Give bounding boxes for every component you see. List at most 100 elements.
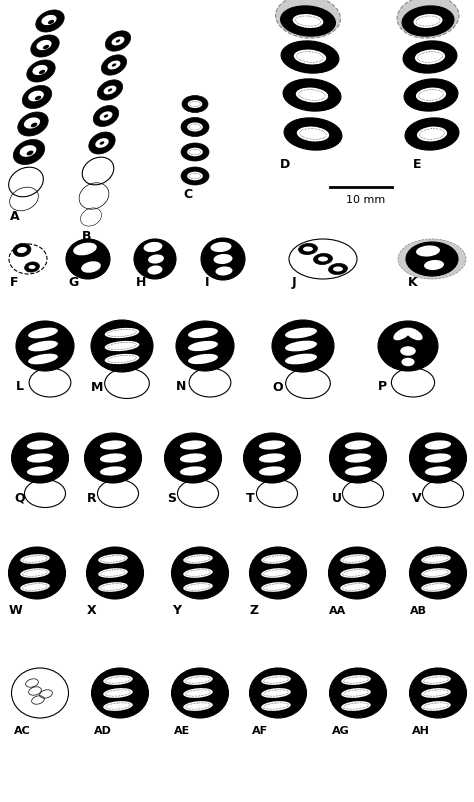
Ellipse shape <box>261 554 291 564</box>
Ellipse shape <box>216 267 232 276</box>
Ellipse shape <box>333 267 343 272</box>
Ellipse shape <box>328 547 385 599</box>
Ellipse shape <box>341 675 371 685</box>
Ellipse shape <box>289 240 357 280</box>
Ellipse shape <box>187 172 203 181</box>
Ellipse shape <box>180 467 206 476</box>
Ellipse shape <box>13 140 45 165</box>
Ellipse shape <box>403 42 457 74</box>
Ellipse shape <box>35 96 41 101</box>
Ellipse shape <box>417 128 447 142</box>
Ellipse shape <box>93 107 118 128</box>
Ellipse shape <box>421 554 451 564</box>
Ellipse shape <box>424 261 444 271</box>
Ellipse shape <box>98 582 128 592</box>
Ellipse shape <box>329 433 386 484</box>
Ellipse shape <box>340 569 370 578</box>
Ellipse shape <box>28 91 44 102</box>
Ellipse shape <box>294 51 326 66</box>
Ellipse shape <box>66 240 110 280</box>
Text: Y: Y <box>172 603 181 616</box>
Ellipse shape <box>259 454 285 463</box>
Ellipse shape <box>134 240 176 280</box>
Text: P: P <box>378 379 387 392</box>
Ellipse shape <box>410 547 466 599</box>
Ellipse shape <box>177 480 219 508</box>
Ellipse shape <box>43 46 49 50</box>
Ellipse shape <box>341 688 371 698</box>
Ellipse shape <box>345 454 371 463</box>
Text: AG: AG <box>332 725 350 735</box>
Ellipse shape <box>100 441 126 450</box>
Ellipse shape <box>25 480 65 508</box>
Ellipse shape <box>86 547 144 599</box>
Ellipse shape <box>39 71 45 75</box>
Ellipse shape <box>340 582 370 592</box>
Ellipse shape <box>341 701 371 711</box>
Ellipse shape <box>97 81 123 101</box>
Ellipse shape <box>404 79 458 112</box>
Ellipse shape <box>422 480 464 508</box>
Ellipse shape <box>188 101 202 109</box>
Ellipse shape <box>28 354 58 365</box>
Ellipse shape <box>297 128 329 142</box>
Text: M: M <box>91 380 103 394</box>
Ellipse shape <box>27 152 33 156</box>
Ellipse shape <box>313 254 332 265</box>
Ellipse shape <box>183 554 213 564</box>
Ellipse shape <box>397 0 459 39</box>
Text: E: E <box>413 158 421 171</box>
Ellipse shape <box>410 668 466 718</box>
Ellipse shape <box>415 51 445 66</box>
Text: X: X <box>87 603 97 616</box>
Ellipse shape <box>249 547 307 599</box>
Ellipse shape <box>261 688 291 698</box>
Ellipse shape <box>31 36 59 58</box>
Ellipse shape <box>181 168 209 186</box>
Ellipse shape <box>103 675 133 685</box>
Ellipse shape <box>292 15 323 29</box>
Ellipse shape <box>105 342 139 352</box>
Ellipse shape <box>81 262 101 273</box>
Ellipse shape <box>413 15 443 29</box>
Text: N: N <box>176 379 186 392</box>
Ellipse shape <box>41 16 56 26</box>
Text: V: V <box>412 492 422 504</box>
Ellipse shape <box>286 369 330 399</box>
Text: L: L <box>16 379 24 392</box>
Ellipse shape <box>103 701 133 711</box>
Ellipse shape <box>20 582 50 592</box>
Ellipse shape <box>261 582 291 592</box>
Ellipse shape <box>261 701 291 711</box>
Text: AA: AA <box>329 606 346 615</box>
Ellipse shape <box>296 88 328 103</box>
Ellipse shape <box>172 668 228 718</box>
Ellipse shape <box>183 675 213 685</box>
Ellipse shape <box>416 88 446 103</box>
Ellipse shape <box>24 118 40 129</box>
Ellipse shape <box>244 433 301 484</box>
Ellipse shape <box>164 433 221 484</box>
Ellipse shape <box>285 328 317 339</box>
Text: AB: AB <box>410 606 427 615</box>
Ellipse shape <box>103 87 117 95</box>
Text: C: C <box>183 188 192 200</box>
Text: W: W <box>9 603 23 616</box>
Ellipse shape <box>95 139 109 148</box>
Ellipse shape <box>183 701 213 711</box>
Ellipse shape <box>392 369 435 398</box>
Ellipse shape <box>272 321 334 373</box>
Ellipse shape <box>27 61 55 83</box>
Ellipse shape <box>275 0 340 39</box>
Ellipse shape <box>180 441 206 450</box>
Ellipse shape <box>213 254 232 265</box>
Ellipse shape <box>17 248 27 253</box>
Ellipse shape <box>36 11 64 33</box>
Ellipse shape <box>188 329 218 338</box>
Ellipse shape <box>84 433 142 484</box>
Text: AC: AC <box>14 725 31 735</box>
Ellipse shape <box>100 454 126 463</box>
Ellipse shape <box>108 62 120 71</box>
Ellipse shape <box>410 433 466 484</box>
Ellipse shape <box>91 668 148 718</box>
